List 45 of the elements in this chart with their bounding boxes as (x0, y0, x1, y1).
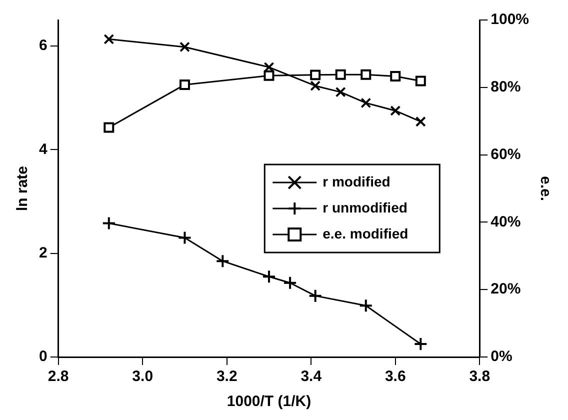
y2-tick-label: 80% (490, 78, 521, 96)
x-tick-label: 3.0 (132, 368, 154, 386)
point (308, 288, 322, 303)
y-axis-title: ln rate (14, 166, 32, 212)
point (102, 216, 116, 230)
y-tick-label: 2 (39, 244, 48, 262)
y2-tick-label: 20% (490, 280, 521, 298)
x-axis-title: 1000/T (1/K) (226, 393, 312, 410)
point (262, 270, 276, 284)
y-tick-label: 6 (39, 37, 48, 54)
point (104, 34, 114, 44)
x-tick-label: 2.8 (48, 368, 69, 386)
x-tick-label: 3.4 (300, 368, 322, 386)
point (216, 254, 230, 268)
y2-tick-label: 40% (490, 213, 521, 230)
point (310, 80, 321, 92)
point (178, 230, 192, 245)
point (360, 69, 372, 80)
point (360, 98, 372, 108)
y2-tick-label: 0% (490, 348, 512, 366)
point (283, 276, 298, 290)
legend-label: e.e. modified (322, 225, 408, 242)
y-tick-label: 0 (39, 348, 48, 366)
point (415, 116, 426, 127)
legend-label: r modified (322, 173, 390, 190)
point (104, 122, 114, 133)
x-tick-label: 3.6 (384, 368, 406, 386)
point (264, 70, 274, 81)
x-tick-label: 3.8 (469, 368, 490, 386)
point (390, 71, 401, 82)
point (335, 69, 346, 80)
point (414, 337, 428, 352)
point (358, 298, 373, 313)
y2-axis-title: e.e. (536, 176, 554, 202)
point (415, 76, 426, 86)
point (310, 70, 321, 80)
point (335, 86, 346, 98)
y-tick-label: 4 (39, 140, 48, 158)
point (179, 42, 190, 52)
x-tick-label: 3.2 (216, 368, 238, 386)
legend-label: r unmodified (322, 199, 408, 216)
y2-tick-label: 100% (490, 11, 530, 28)
y2-tick-label: 60% (490, 146, 521, 163)
point (179, 79, 190, 90)
point (390, 105, 401, 116)
